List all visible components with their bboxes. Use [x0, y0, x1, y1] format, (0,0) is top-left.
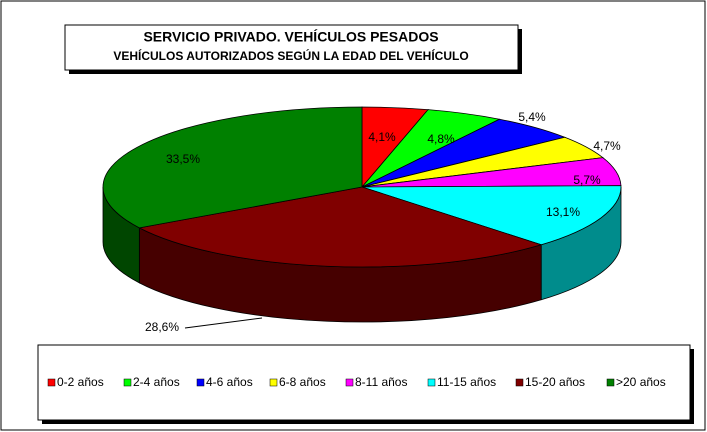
data-label: 28,6%	[145, 320, 179, 334]
legend-label: 2-4 años	[133, 375, 180, 389]
legend-swatch	[606, 378, 615, 387]
legend-swatch	[47, 378, 56, 387]
title-box	[64, 24, 519, 71]
data-label: 4,7%	[593, 139, 621, 153]
data-label: 4,8%	[427, 132, 455, 146]
legend-label: 6-8 años	[279, 375, 326, 389]
legend-label: 15-20 años	[525, 375, 585, 389]
legend-swatch	[269, 378, 278, 387]
slice	[138, 186, 543, 268]
legend-label: >20 años	[616, 375, 666, 389]
data-label: 13,1%	[546, 205, 580, 219]
legend-swatch	[345, 378, 354, 387]
legend-swatch	[196, 378, 205, 387]
slice	[102, 106, 363, 229]
legend-box	[37, 344, 691, 421]
chart-subtitle: VEHÍCULOS AUTORIZADOS SEGÚN LA EDAD DEL …	[113, 48, 468, 63]
legend-swatch	[515, 378, 524, 387]
data-label: 5,4%	[518, 110, 546, 124]
leader-line	[184, 317, 263, 329]
legend-swatch	[427, 378, 436, 387]
slice	[361, 185, 622, 246]
legend-label: 11-15 años	[437, 375, 496, 389]
legend-swatch	[123, 378, 132, 387]
legend-label: 8-11 años	[355, 375, 407, 389]
data-label: 5,7%	[573, 173, 601, 187]
data-label: 33,5%	[166, 152, 200, 166]
legend-label: 4-6 años	[206, 375, 253, 389]
chart-title: SERVICIO PRIVADO. VEHÍCULOS PESADOS	[143, 29, 438, 45]
legend-label: 0-2 años	[57, 375, 104, 389]
data-label: 4,1%	[368, 130, 396, 144]
